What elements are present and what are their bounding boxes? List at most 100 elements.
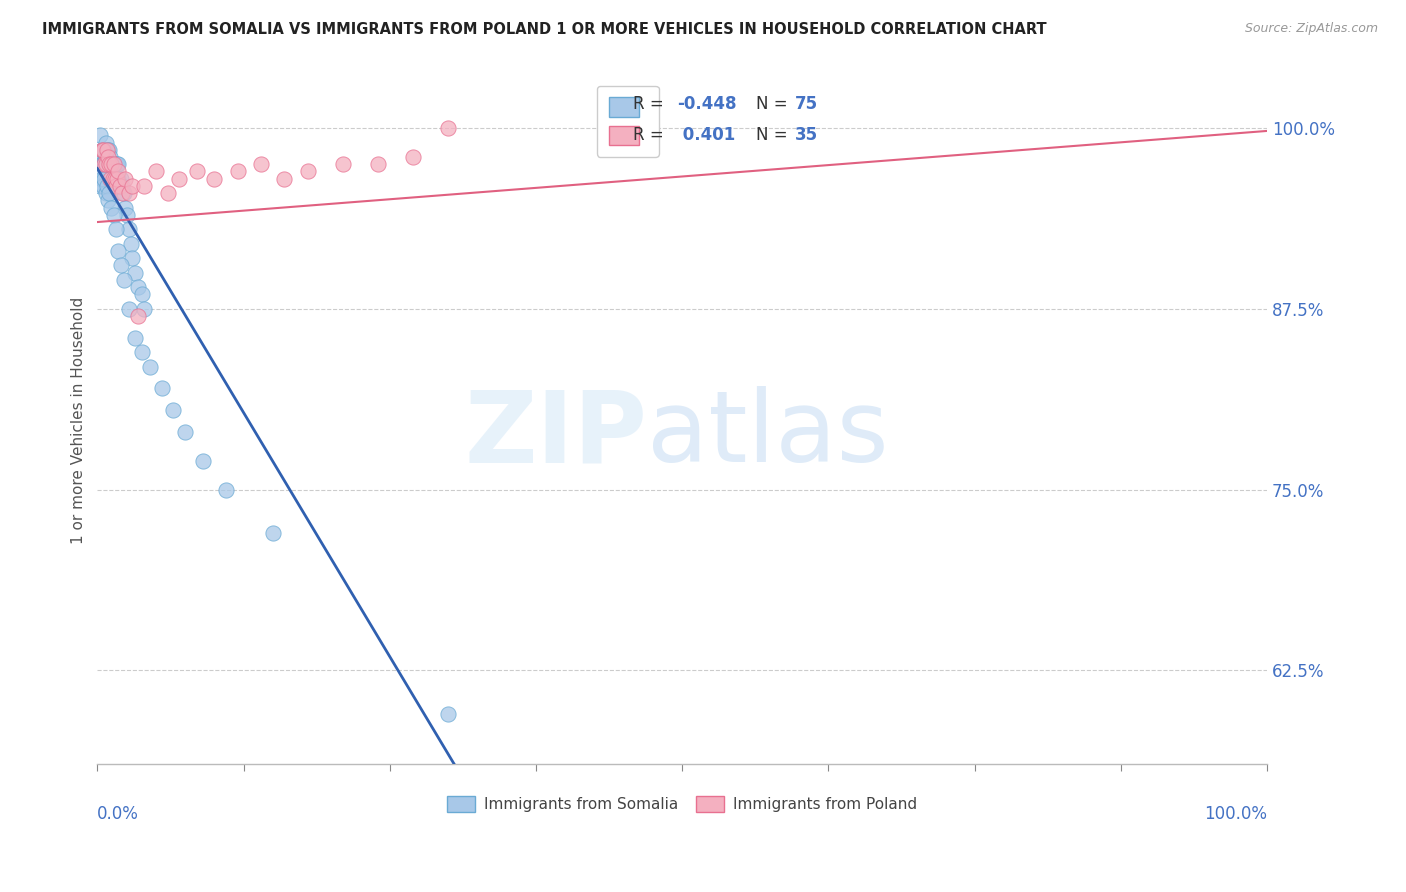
Point: [112, 186, 135, 200]
Point: [91, 171, 114, 186]
Text: N =: N =: [756, 95, 793, 112]
Point: [91, 143, 114, 157]
Point: [112, 273, 135, 287]
Point: [98, 171, 121, 186]
Point: [108, 178, 131, 193]
Point: [94, 150, 117, 164]
Point: [90, 150, 112, 164]
Point: [114, 171, 136, 186]
Point: [96, 157, 118, 171]
Point: [104, 171, 127, 186]
Point: [127, 280, 149, 294]
Point: [127, 309, 149, 323]
Y-axis label: 1 or more Vehicles in Household: 1 or more Vehicles in Household: [72, 297, 86, 544]
Point: [145, 164, 167, 178]
Point: [297, 164, 319, 178]
Point: [94, 186, 117, 200]
Point: [437, 706, 460, 721]
Text: R =: R =: [633, 95, 669, 112]
Point: [131, 287, 153, 301]
Point: [105, 222, 128, 236]
Text: N =: N =: [756, 126, 793, 144]
Point: [100, 171, 122, 186]
Point: [90, 164, 112, 178]
Point: [121, 178, 143, 193]
Point: [262, 525, 284, 540]
Text: -0.448: -0.448: [678, 95, 737, 112]
Point: [139, 359, 162, 374]
Point: [162, 403, 184, 417]
Point: [96, 178, 118, 193]
Point: [103, 171, 125, 186]
Point: [103, 157, 125, 171]
Text: Source: ZipAtlas.com: Source: ZipAtlas.com: [1244, 22, 1378, 36]
Point: [91, 178, 114, 193]
Point: [98, 164, 121, 178]
Point: [94, 157, 117, 171]
Point: [107, 157, 129, 171]
Point: [105, 171, 128, 186]
Point: [96, 143, 118, 157]
Point: [91, 143, 114, 157]
Point: [273, 171, 295, 186]
Point: [115, 208, 138, 222]
Point: [110, 259, 132, 273]
Point: [93, 157, 115, 171]
Point: [105, 157, 128, 171]
Point: [100, 201, 122, 215]
Point: [167, 171, 190, 186]
Point: [94, 164, 117, 178]
Point: [150, 381, 173, 395]
Point: [104, 157, 127, 171]
Point: [402, 150, 425, 164]
Text: R =: R =: [633, 126, 675, 144]
Point: [131, 345, 153, 359]
Point: [191, 453, 214, 467]
Text: IMMIGRANTS FROM SOMALIA VS IMMIGRANTS FROM POLAND 1 OR MORE VEHICLES IN HOUSEHOL: IMMIGRANTS FROM SOMALIA VS IMMIGRANTS FR…: [42, 22, 1047, 37]
Point: [98, 150, 121, 164]
Point: [111, 186, 134, 200]
Point: [118, 301, 141, 316]
Point: [98, 186, 121, 200]
Point: [93, 171, 115, 186]
Point: [105, 157, 128, 171]
Point: [118, 222, 141, 236]
Point: [332, 157, 354, 171]
Point: [101, 157, 124, 171]
Point: [107, 171, 129, 186]
Point: [186, 164, 208, 178]
Point: [108, 178, 131, 193]
Point: [94, 136, 117, 150]
Point: [124, 331, 146, 345]
Point: [91, 157, 114, 171]
Text: atlas: atlas: [647, 386, 889, 483]
Point: [98, 171, 121, 186]
Point: [105, 178, 128, 193]
Legend: Immigrants from Somalia, Immigrants from Poland: Immigrants from Somalia, Immigrants from…: [441, 790, 924, 819]
Text: ZIP: ZIP: [464, 386, 647, 483]
Point: [100, 157, 122, 171]
Point: [118, 186, 141, 200]
Point: [96, 143, 118, 157]
Point: [134, 301, 156, 316]
Point: [100, 157, 122, 171]
Point: [89, 128, 111, 143]
Point: [120, 236, 142, 251]
Point: [97, 143, 120, 157]
Text: 75: 75: [794, 95, 817, 112]
Point: [110, 171, 132, 186]
Point: [91, 143, 114, 157]
Point: [91, 143, 114, 157]
Point: [98, 157, 121, 171]
Point: [111, 178, 134, 193]
Point: [97, 194, 120, 208]
Text: 0.0%: 0.0%: [97, 805, 139, 823]
Point: [103, 208, 125, 222]
Point: [202, 171, 225, 186]
Point: [105, 171, 128, 186]
Point: [134, 178, 156, 193]
Point: [226, 164, 249, 178]
Point: [89, 178, 111, 193]
Point: [124, 266, 146, 280]
Point: [104, 171, 127, 186]
